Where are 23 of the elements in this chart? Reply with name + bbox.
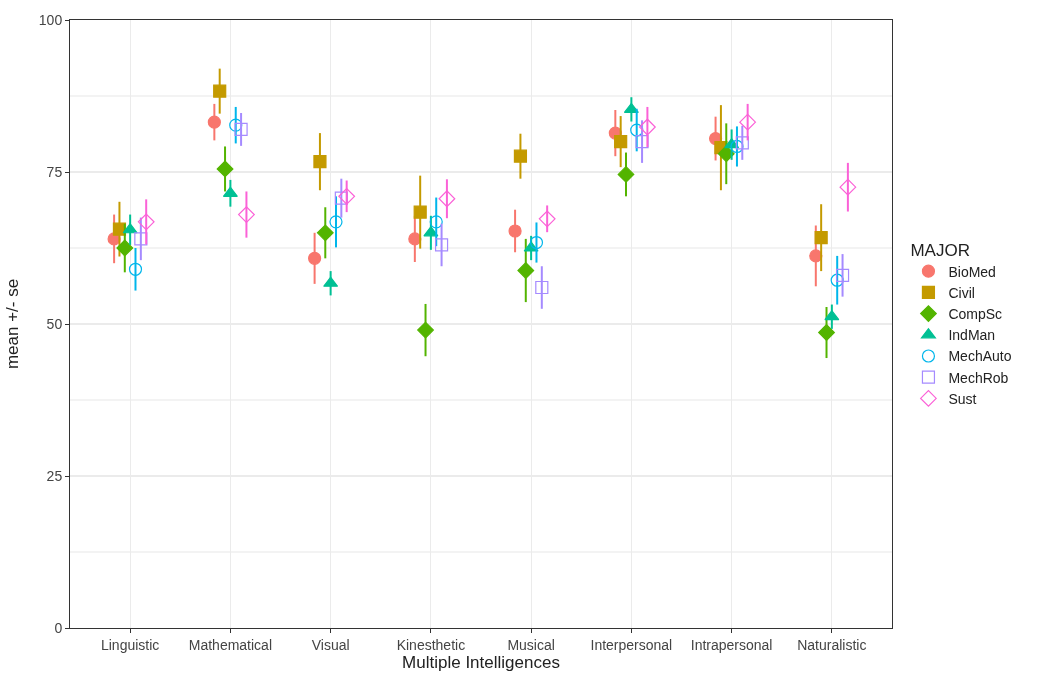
y-tick-label: 100 xyxy=(38,11,63,28)
y-tick-label: 50 xyxy=(46,315,63,332)
legend-label: IndMan xyxy=(948,327,996,344)
legend-label: MechRob xyxy=(948,369,1009,386)
x-tick-label: Kinesthetic xyxy=(396,636,466,653)
x-tick-label: Visual xyxy=(311,636,350,653)
legend-label: BioMed xyxy=(948,263,996,280)
legend-title: MAJOR xyxy=(910,240,970,260)
x-tick-label: Musical xyxy=(507,636,555,653)
y-tick-label: 25 xyxy=(46,467,63,484)
legend-label: Sust xyxy=(948,390,977,407)
x-tick-label: Intrapersonal xyxy=(690,636,773,653)
legend-label: Civil xyxy=(948,284,975,301)
x-tick-label: Mathematical xyxy=(188,636,273,653)
legend-label: MechAuto xyxy=(948,348,1012,365)
x-tick-label: Linguistic xyxy=(100,636,160,653)
x-tick-label: Interpersonal xyxy=(590,636,673,653)
y-axis-title: mean +/- se xyxy=(3,278,23,370)
y-tick-label: 75 xyxy=(46,163,63,180)
legend-label: CompSc xyxy=(948,306,1003,323)
x-axis-title: Multiple Intelligences xyxy=(402,653,560,673)
x-tick-label: Naturalistic xyxy=(797,636,867,653)
y-tick-label: 0 xyxy=(54,619,63,636)
